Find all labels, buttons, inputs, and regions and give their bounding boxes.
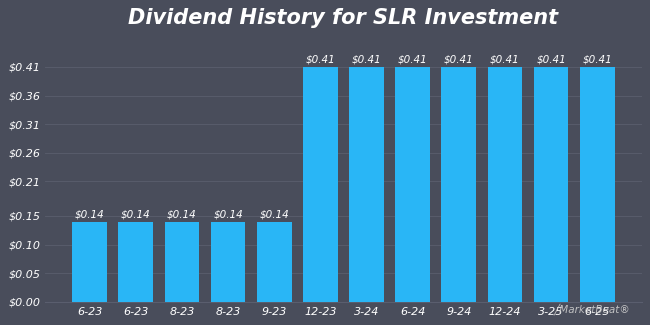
Text: $0.14: $0.14 [121, 209, 151, 219]
Text: $0.41: $0.41 [444, 55, 474, 65]
Text: $0.41: $0.41 [582, 55, 612, 65]
Text: $0.41: $0.41 [352, 55, 382, 65]
Bar [164, 222, 199, 302]
Bar [118, 222, 153, 302]
Text: $0.41: $0.41 [536, 55, 566, 65]
Bar [441, 67, 476, 302]
Text: $0.14: $0.14 [259, 209, 289, 219]
Bar [211, 222, 245, 302]
Text: ╱MarketBeat®: ╱MarketBeat® [554, 304, 630, 315]
Bar [395, 67, 430, 302]
Bar [257, 222, 291, 302]
Bar [72, 222, 107, 302]
Text: $0.41: $0.41 [398, 55, 428, 65]
Bar [488, 67, 522, 302]
Text: $0.14: $0.14 [75, 209, 105, 219]
Bar [349, 67, 384, 302]
Bar [580, 67, 614, 302]
Bar [534, 67, 568, 302]
Text: $0.14: $0.14 [167, 209, 197, 219]
Text: $0.14: $0.14 [213, 209, 243, 219]
Title: Dividend History for SLR Investment: Dividend History for SLR Investment [128, 8, 558, 28]
Text: $0.41: $0.41 [490, 55, 520, 65]
Text: $0.41: $0.41 [306, 55, 335, 65]
Bar [303, 67, 337, 302]
